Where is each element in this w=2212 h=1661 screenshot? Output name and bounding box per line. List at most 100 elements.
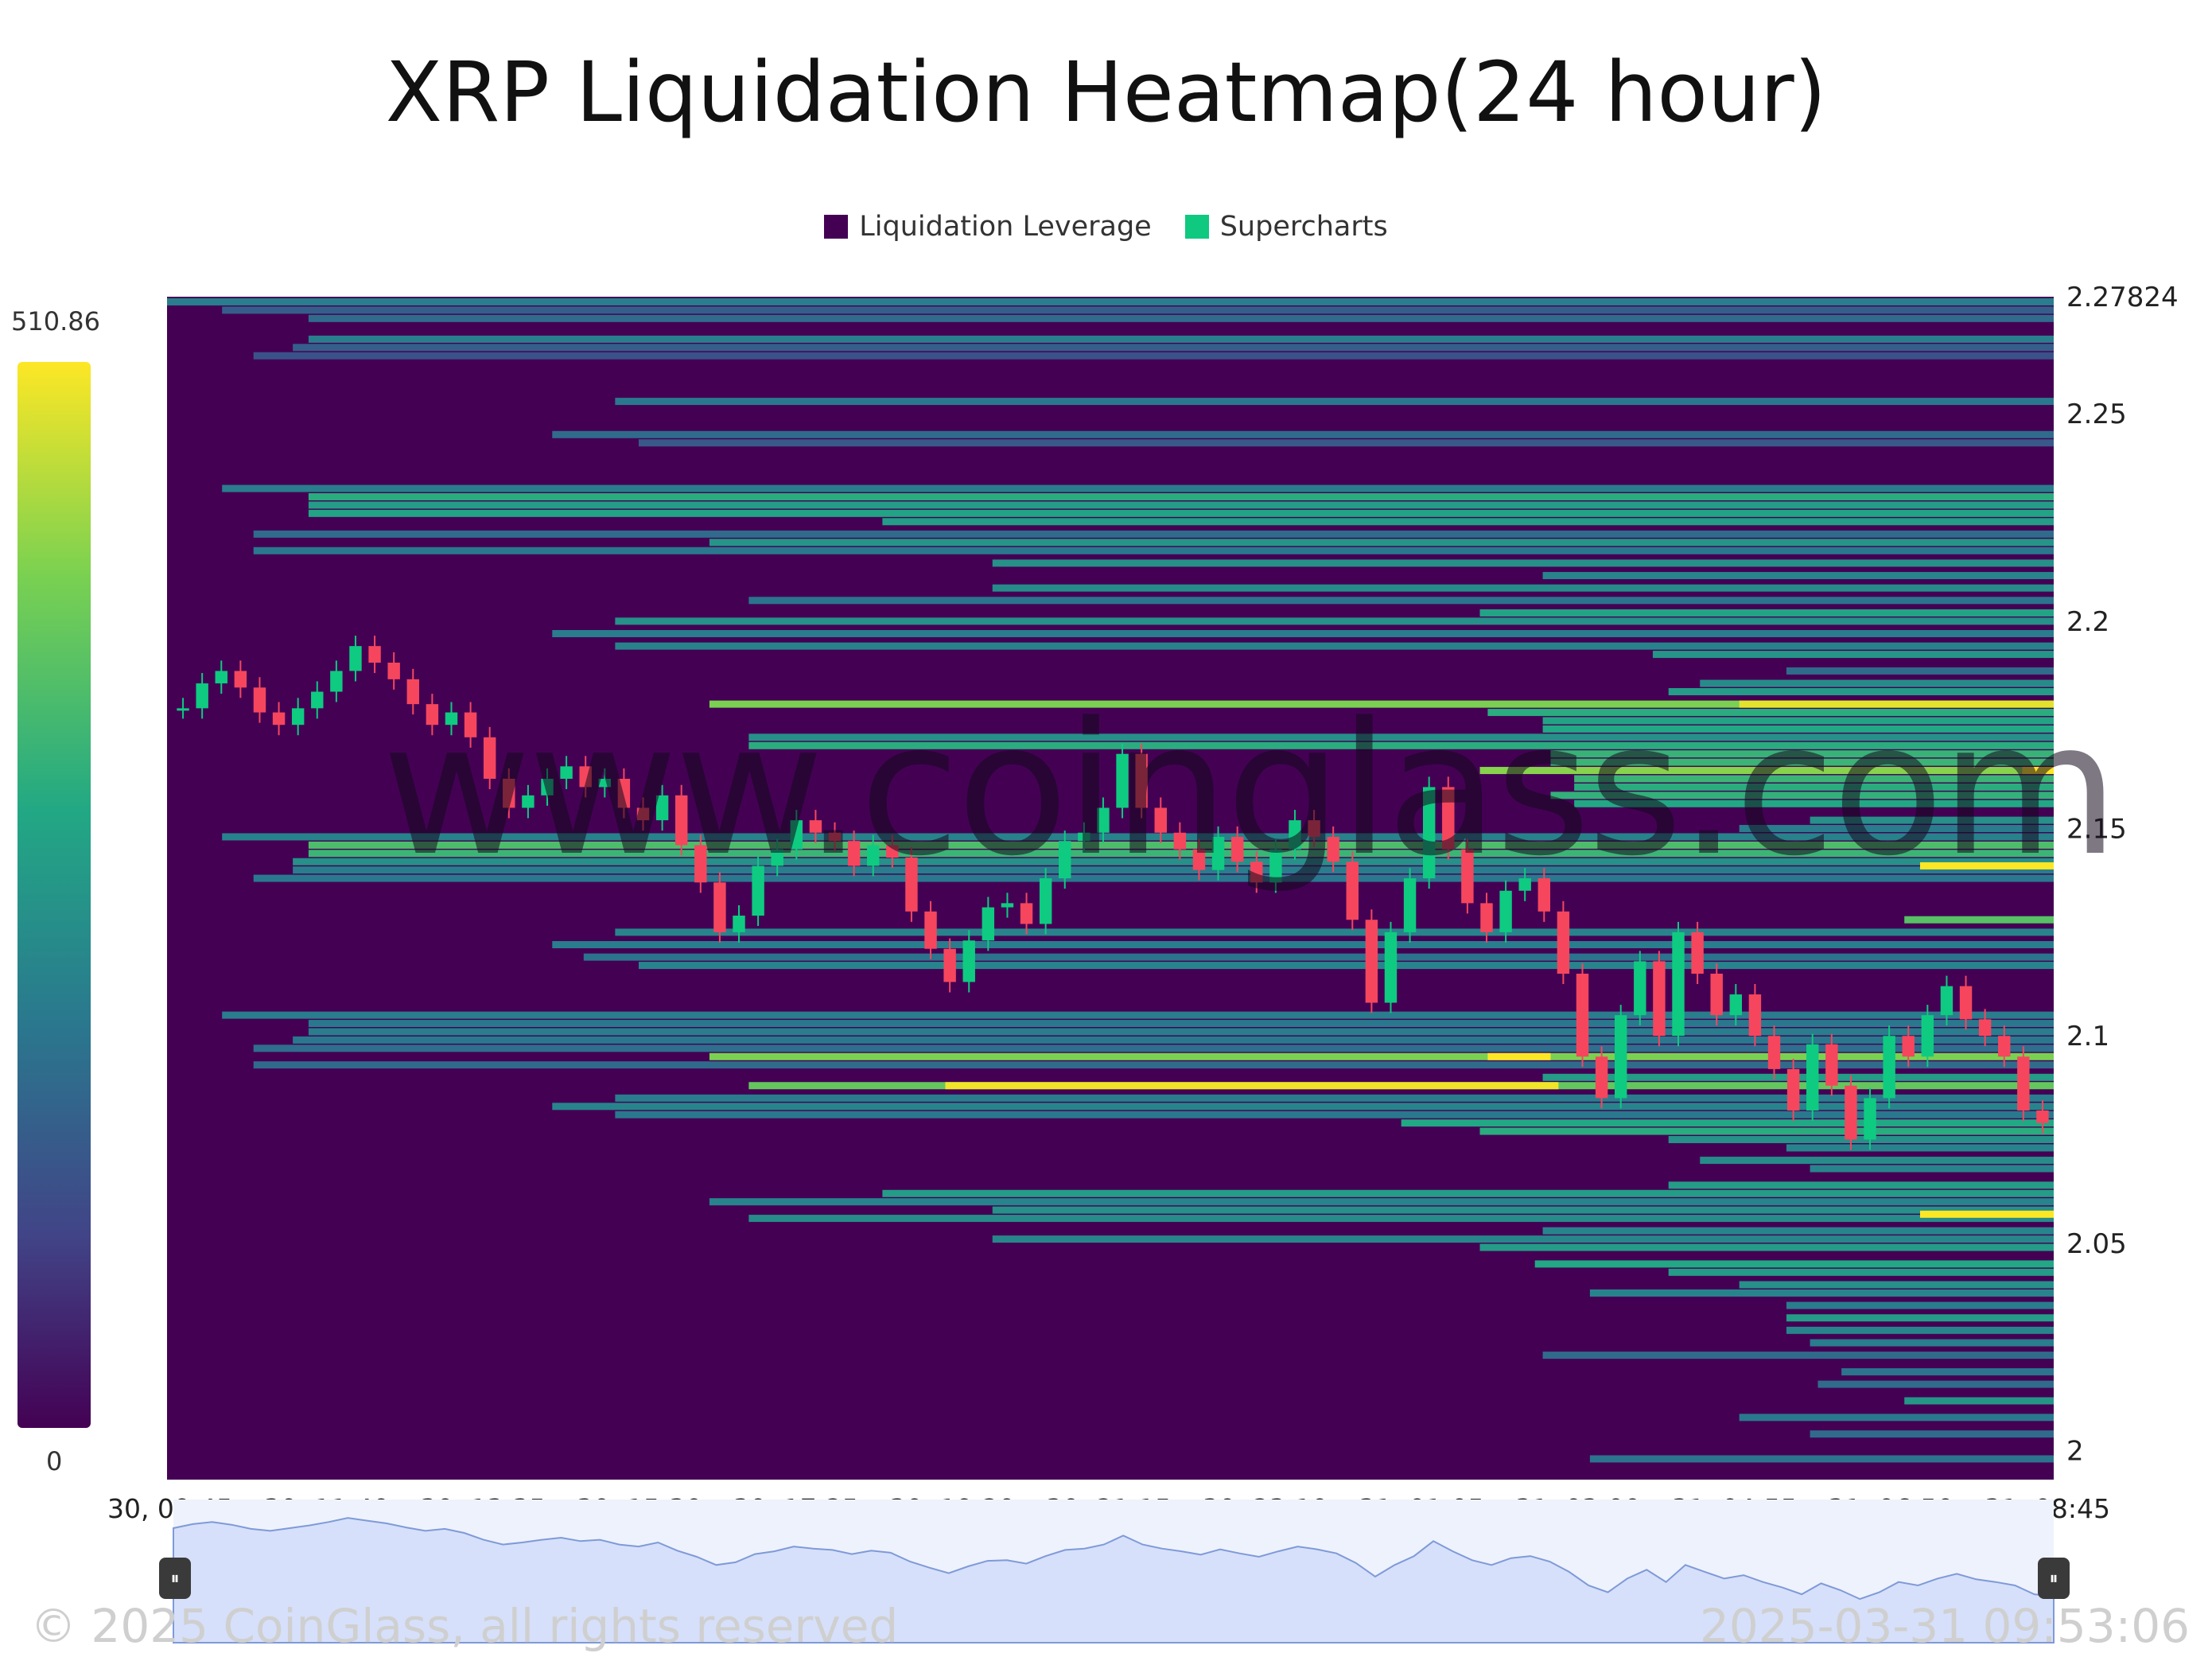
colorbar-min-label: 0	[46, 1446, 63, 1476]
heatmap-band	[615, 1094, 2054, 1102]
candle-body	[1327, 836, 1339, 862]
y-tick-label: 2.27824	[2066, 282, 2179, 313]
heatmap-band	[308, 1020, 2055, 1028]
heatmap-band	[1542, 717, 2054, 725]
heatmap-band	[1739, 1414, 2054, 1422]
candle-body	[234, 671, 247, 688]
candle-body	[1116, 753, 1129, 808]
heatmap-band	[748, 1215, 2054, 1223]
chart-title: XRP Liquidation Heatmap(24 hour)	[385, 44, 1827, 141]
heatmap-band	[615, 617, 2054, 625]
candle-body	[406, 679, 419, 705]
heatmap-band	[308, 509, 2055, 517]
heatmap-band	[1479, 767, 2054, 775]
candle-body	[809, 820, 822, 833]
heatmap-band	[253, 1061, 2054, 1069]
legend-item-liquidation-leverage[interactable]: Liquidation Leverage	[824, 211, 1152, 243]
heatmap-band	[709, 539, 2055, 547]
range-slider-right-handle[interactable]: ⏸	[2038, 1558, 2070, 1599]
candle-body	[1634, 961, 1646, 1016]
candle-body	[1230, 836, 1244, 862]
heatmap-band	[308, 492, 2055, 500]
heatmap-band	[1589, 1455, 2054, 1463]
heatmap-band	[639, 439, 2054, 447]
heatmap-band	[552, 430, 2054, 438]
candle-body	[1845, 1085, 1857, 1140]
heatmap-band	[1574, 775, 2054, 783]
heatmap-band	[1401, 1119, 2054, 1127]
heatmap-hot-spot	[1919, 862, 2054, 869]
candle-body	[1729, 994, 1743, 1016]
candle-body	[311, 691, 324, 709]
heatmap-band	[1841, 1367, 2054, 1375]
candle-body	[1135, 753, 1148, 808]
candle-body	[330, 671, 343, 692]
heatmap-band	[615, 928, 2054, 936]
candle-body	[1461, 849, 1474, 904]
range-slider-left-handle[interactable]: ⏸	[159, 1558, 191, 1599]
heatmap-band	[1550, 758, 2054, 766]
candle-body	[1538, 878, 1551, 912]
watermark: www.coinglass.com	[382, 684, 2119, 897]
heatmap-band	[1589, 1289, 2054, 1297]
heatmap-band	[615, 398, 2054, 406]
candle-body	[1422, 787, 1436, 879]
candle-body	[522, 795, 535, 808]
heatmap-band	[308, 850, 2055, 858]
candle-body	[655, 795, 669, 821]
heatmap-band	[293, 858, 2055, 866]
y-tick-label: 2	[2066, 1436, 2084, 1468]
candle-body	[1806, 1044, 1819, 1111]
heatmap-band	[1542, 1352, 2054, 1360]
heatmap-band	[1786, 1301, 2054, 1309]
heatmap-band	[1810, 1165, 2054, 1173]
heatmap-band	[882, 1189, 2054, 1197]
candle-body	[1518, 878, 1531, 891]
heatmap-band	[253, 874, 2054, 882]
candle-body	[253, 687, 266, 713]
candle-body	[694, 845, 707, 883]
heatmap-band	[992, 1206, 2054, 1214]
heatmap-band	[615, 1111, 2054, 1118]
heatmap-band	[1700, 1157, 2054, 1165]
legend-item-supercharts[interactable]: Supercharts	[1184, 211, 1388, 243]
candle-body	[905, 858, 918, 912]
candle-body	[598, 778, 612, 788]
candle-body	[1672, 932, 1685, 1037]
heatmap-band	[552, 630, 2054, 638]
heatmap-band	[1479, 609, 2054, 617]
colorbar	[17, 362, 91, 1428]
colorbar-max-label: 510.86	[11, 306, 100, 336]
candle-body	[445, 712, 458, 725]
candle-body	[962, 940, 975, 982]
heatmap-band	[253, 1044, 2054, 1052]
heatmap-band	[552, 941, 2054, 949]
candle-body	[1001, 903, 1014, 908]
candle-body	[733, 916, 745, 932]
candle-body	[1576, 973, 1589, 1057]
heatmap-band	[308, 501, 2055, 509]
heatmap-band	[253, 352, 2054, 360]
heatmap-band	[1700, 679, 2054, 687]
legend: Liquidation Leverage Supercharts	[0, 211, 2212, 243]
y-tick-label: 2.15	[2066, 814, 2127, 846]
heatmap-band	[1534, 1260, 2054, 1268]
candle-body	[464, 712, 477, 737]
candle-body	[1269, 849, 1282, 883]
candle-body	[1250, 862, 1263, 883]
candle-body	[1173, 832, 1187, 850]
candle-body	[617, 778, 631, 808]
heatmap-band	[1550, 792, 2054, 799]
candle-body	[1039, 878, 1052, 924]
heatmap-band	[709, 1052, 2055, 1060]
heatmap-band	[1810, 1339, 2054, 1347]
candle-body	[215, 671, 227, 684]
candle-body	[847, 841, 861, 866]
candle-body	[291, 708, 305, 725]
y-tick-label: 2.25	[2066, 399, 2127, 430]
heatmap-band	[1542, 572, 2054, 580]
heatmap-hot-spot	[1919, 1210, 2054, 1218]
heatmap-band	[222, 484, 2054, 492]
candle-body	[503, 778, 515, 808]
candle-body	[1691, 932, 1704, 974]
